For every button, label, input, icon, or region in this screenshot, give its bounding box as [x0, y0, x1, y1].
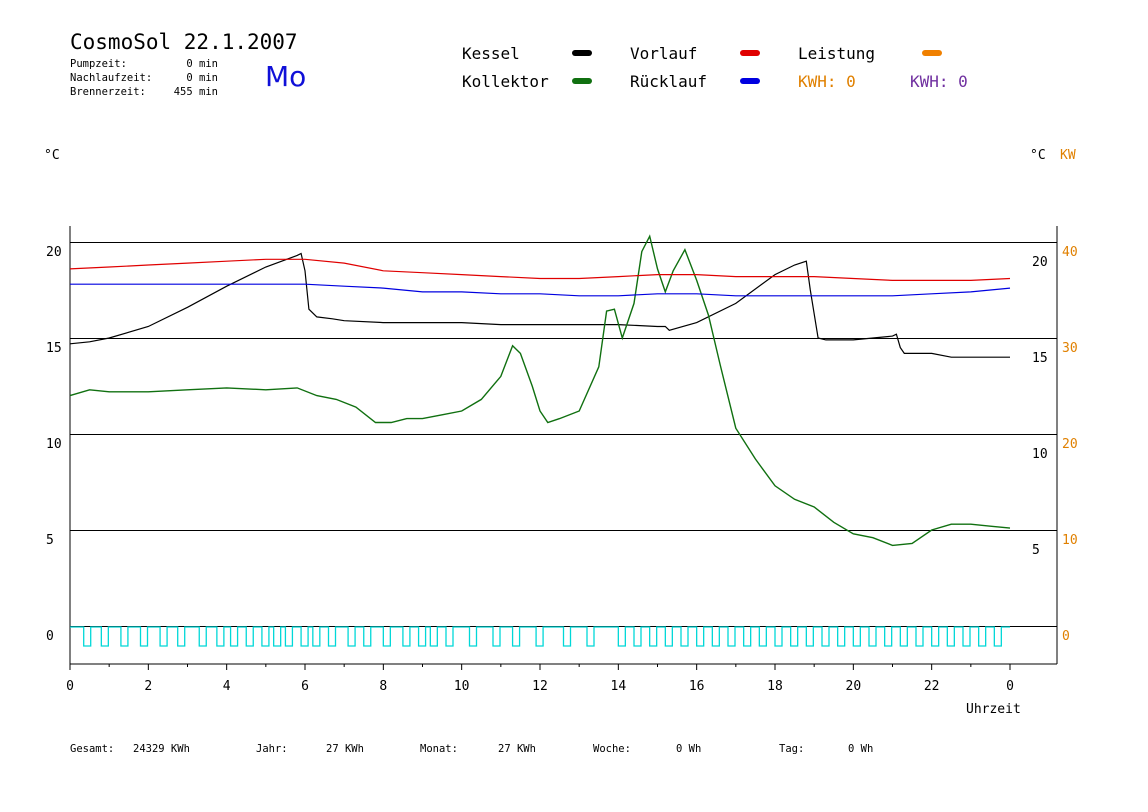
footer-monat-value: 27 KWh — [498, 743, 536, 755]
kwh-solar-label: KWH: — [798, 72, 837, 91]
weekday-label: Mo — [265, 60, 307, 93]
y-left-unit: °C — [44, 148, 60, 163]
stat-label-nachlaufzeit: Nachlaufzeit: — [70, 72, 153, 84]
y-left-tick-label: 10 — [46, 437, 62, 452]
y-kw-unit: KW — [1060, 148, 1076, 163]
footer-tag-label: Tag: — [779, 743, 805, 755]
legend-swatch-ruecklauf — [740, 78, 760, 84]
legend-swatch-leistung — [922, 50, 942, 56]
legend-label-vorlauf: Vorlauf — [630, 44, 698, 63]
y-kw-tick-label: 20 — [1062, 437, 1078, 452]
legend-label-kessel: Kessel — [462, 44, 520, 63]
y-left-tick-label: 0 — [46, 629, 54, 644]
footer-woche-label: Woche: — [593, 743, 631, 755]
kwh-solar-value: 0 — [846, 72, 856, 91]
kwh-burner-label: KWH: — [910, 72, 949, 91]
y-kw-tick-label: 30 — [1062, 341, 1078, 356]
stat-value-pumpzeit: 0 min — [186, 58, 218, 70]
y-right-tick-label: 20 — [1032, 255, 1048, 270]
footer-woche-value: 0 Wh — [676, 743, 702, 755]
stat-label-pumpzeit: Pumpzeit: — [70, 58, 127, 70]
y-right-tick-label: 15 — [1032, 351, 1048, 366]
kwh-burner-value: 0 — [958, 72, 968, 91]
y-right-unit: °C — [1030, 148, 1046, 163]
x-tick-label: 8 — [379, 679, 387, 694]
x-tick-label: 16 — [689, 679, 705, 694]
y-left-tick-label: 20 — [46, 245, 62, 260]
x-tick-label: 0 — [1006, 679, 1014, 694]
legend-label-kollektor: Kollektor — [462, 72, 549, 91]
x-tick-label: 6 — [301, 679, 309, 694]
x-tick-label: 12 — [532, 679, 548, 694]
x-tick-label: 4 — [223, 679, 231, 694]
chart-title: CosmoSol 22.1.2007 — [70, 30, 298, 54]
x-tick-label: 14 — [611, 679, 627, 694]
footer-jahr-value: 27 KWh — [326, 743, 364, 755]
x-axis-label: Uhrzeit — [966, 702, 1021, 717]
y-left-tick-label: 15 — [46, 341, 62, 356]
y-kw-tick-label: 40 — [1062, 245, 1078, 260]
series-line-kollektor — [69, 234, 1011, 547]
legend-kwh-burner: KWH: 0 — [910, 72, 968, 91]
series-line-vorlauf — [69, 258, 1011, 281]
series-line-kessel — [69, 252, 1010, 358]
y-left-tick-label: 5 — [46, 533, 54, 548]
y-kw-tick-label: 0 — [1062, 629, 1070, 644]
x-tick-label: 0 — [66, 679, 74, 694]
footer-gesamt-value: 24329 KWh — [133, 743, 190, 755]
y-right-tick-label: 5 — [1032, 543, 1040, 558]
legend-label-ruecklauf: Rücklauf — [630, 72, 708, 91]
stat-value-brennerzeit: 455 min — [173, 86, 218, 98]
x-tick-label: 22 — [924, 679, 940, 694]
y-kw-tick-label: 10 — [1062, 533, 1078, 548]
legend-swatch-kollektor — [572, 78, 592, 84]
stat-value-nachlaufzeit: 0 min — [186, 72, 218, 84]
x-tick-label: 18 — [767, 679, 783, 694]
legend-label-leistung: Leistung — [798, 44, 876, 63]
footer-tag-value: 0 Wh — [848, 743, 874, 755]
legend-swatch-kessel — [572, 50, 592, 56]
x-tick-label: 10 — [454, 679, 470, 694]
footer-jahr-label: Jahr: — [256, 743, 288, 755]
stat-label-brennerzeit: Brennerzeit: — [70, 86, 146, 98]
legend-swatch-vorlauf — [740, 50, 760, 56]
x-tick-label: 2 — [144, 679, 152, 694]
footer-gesamt-label: Gesamt: — [70, 743, 115, 755]
y-right-tick-label: 10 — [1032, 447, 1048, 462]
pump-signal-line — [70, 626, 1010, 647]
series-line-ruecklauf — [70, 283, 1011, 297]
footer-monat-label: Monat: — [420, 743, 458, 755]
legend-kwh-solar: KWH: 0 — [798, 72, 856, 91]
x-tick-label: 20 — [846, 679, 862, 694]
